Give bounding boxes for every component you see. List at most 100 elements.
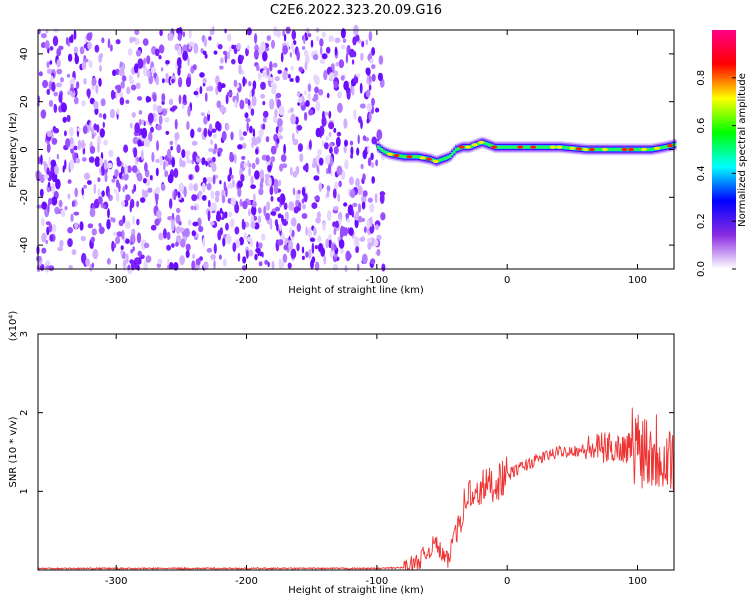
heatmap-noise-mark	[185, 76, 192, 88]
heatmap-noise-mark	[103, 159, 108, 171]
heatmap-noise-mark	[362, 135, 367, 141]
heatmap-track-mark	[636, 148, 640, 151]
heatmap-noise-mark	[183, 186, 187, 198]
heatmap-noise-mark	[103, 204, 107, 210]
heatmap-noise-mark	[297, 189, 301, 195]
heatmap-noise-mark	[91, 133, 95, 139]
heatmap-noise-mark	[362, 173, 366, 181]
heatmap-noise-mark	[202, 77, 207, 84]
heatmap-noise-mark	[293, 206, 299, 214]
heatmap-track-mark	[378, 147, 382, 150]
heatmap-noise-mark	[219, 65, 224, 70]
heatmap-noise-mark	[249, 125, 253, 134]
heatmap-noise-mark	[124, 184, 128, 190]
heatmap-noise-mark	[366, 118, 370, 124]
heatmap-noise-mark	[42, 79, 49, 89]
heatmap-noise-mark	[246, 45, 251, 50]
heatmap-noise-mark	[155, 196, 158, 206]
heatmap-noise-mark	[311, 202, 318, 210]
heatmap-noise-mark	[314, 245, 318, 250]
heatmap-noise-mark	[184, 227, 190, 238]
heatmap-noise-mark	[371, 97, 375, 106]
heatmap-track-mark	[486, 142, 489, 146]
heatmap-noise-mark	[318, 182, 323, 192]
heatmap-noise-mark	[290, 65, 294, 71]
heatmap-noise-mark	[311, 162, 317, 169]
heatmap-noise-mark	[59, 239, 64, 248]
heatmap-noise-mark	[260, 93, 266, 99]
heatmap-noise-mark	[198, 225, 204, 233]
heatmap-noise-mark	[296, 50, 301, 61]
heatmap-noise-mark	[320, 46, 323, 56]
heatmap-noise-mark	[125, 99, 130, 104]
heatmap-noise-mark	[55, 178, 61, 190]
heatmap-noise-mark	[171, 78, 175, 84]
heatmap-noise-mark	[185, 250, 190, 258]
heatmap-noise-mark	[61, 102, 67, 113]
heatmap-noise-mark	[141, 119, 145, 125]
heatmap-noise-mark	[346, 218, 350, 224]
heatmap-track-mark	[523, 145, 526, 149]
heatmap-noise-mark	[345, 212, 350, 219]
heatmap-noise-mark	[192, 64, 197, 71]
heatmap-noise-mark	[370, 216, 373, 227]
heatmap-noise-mark	[97, 188, 101, 197]
heatmap-track-mark	[507, 145, 511, 149]
heatmap-noise-mark	[51, 81, 56, 92]
heatmap-noise-mark	[206, 176, 213, 184]
heatmap-noise-mark	[365, 67, 371, 76]
heatmap-noise-mark	[67, 53, 73, 62]
heatmap-noise-mark	[271, 86, 277, 95]
heatmap-noise-mark	[166, 244, 172, 251]
heatmap-noise-mark	[123, 172, 129, 181]
heatmap-noise-mark	[119, 97, 125, 106]
heatmap-track-mark	[609, 148, 612, 151]
heatmap-noise-mark	[98, 113, 103, 118]
heatmap-noise-mark	[287, 109, 291, 114]
heatmap-noise-mark	[162, 228, 167, 239]
heatmap-noise-mark	[221, 130, 227, 141]
heatmap-noise-mark	[367, 144, 370, 154]
heatmap-noise-mark	[290, 166, 293, 176]
heatmap-noise-mark	[131, 112, 136, 118]
heatmap-noise-mark	[185, 150, 191, 157]
heatmap-track-mark	[505, 145, 509, 149]
heatmap-noise-mark	[361, 40, 365, 48]
heatmap-noise-mark	[369, 203, 375, 213]
heatmap-noise-mark	[52, 35, 59, 47]
heatmap-noise-mark	[242, 221, 246, 230]
heatmap-noise-mark	[192, 253, 195, 259]
heatmap-noise-mark	[177, 66, 181, 76]
heatmap-noise-mark	[321, 53, 328, 60]
heatmap-noise-mark	[264, 173, 271, 179]
heatmap-peak-mark	[588, 147, 595, 152]
heatmap-noise-mark	[333, 127, 337, 133]
heatmap-noise-mark	[278, 179, 282, 187]
x-tick-label: 0	[504, 275, 510, 286]
heatmap-noise-mark	[325, 136, 330, 141]
heatmap-noise-mark	[270, 145, 277, 155]
heatmap-noise-mark	[368, 75, 372, 83]
heatmap-noise-mark	[70, 34, 74, 44]
heatmap-noise-mark	[270, 81, 276, 88]
heatmap-noise-mark	[319, 58, 326, 64]
heatmap-noise-mark	[51, 137, 58, 145]
heatmap-noise-mark	[254, 253, 258, 261]
heatmap-track-mark	[597, 148, 601, 151]
heatmap-noise-mark	[364, 226, 367, 234]
colorbar-ticks: 0.0 0.2 0.4 0.6 0.8	[696, 70, 736, 277]
heatmap-noise-mark	[73, 96, 79, 105]
heatmap-noise-mark	[356, 147, 360, 156]
heatmap-noise-mark	[136, 232, 142, 244]
heatmap-track-mark	[566, 146, 569, 150]
heatmap-noise-mark	[193, 205, 197, 211]
heatmap-noise-mark	[241, 155, 246, 160]
heatmap-noise-mark	[278, 125, 283, 133]
heatmap-noise-mark	[329, 146, 333, 154]
heatmap-noise-mark	[208, 123, 213, 132]
heatmap-noise-mark	[289, 227, 293, 235]
heatmap-noise-mark	[180, 238, 186, 248]
heatmap-noise-mark	[329, 72, 335, 80]
heatmap-noise-mark	[144, 162, 148, 173]
heatmap-peak-mark	[556, 145, 563, 149]
